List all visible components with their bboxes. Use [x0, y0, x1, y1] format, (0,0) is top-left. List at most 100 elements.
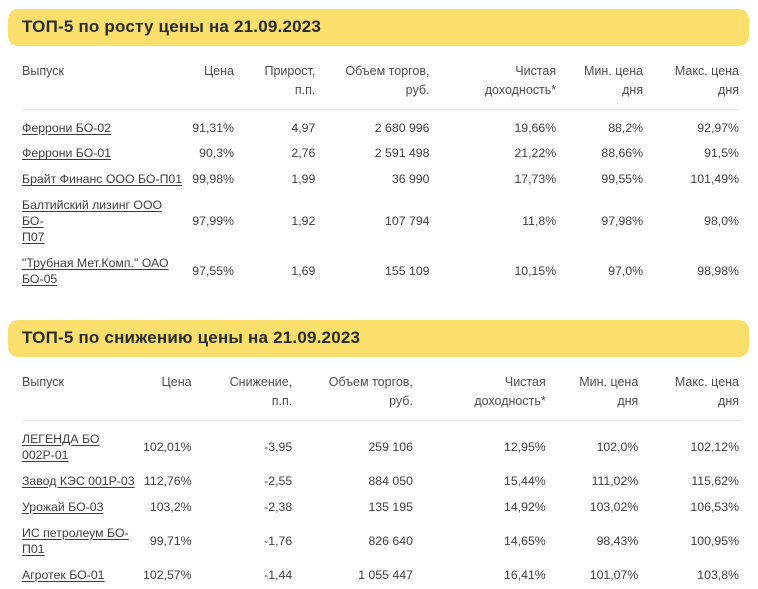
max-price-cell: 100,95% [690, 533, 739, 548]
min-price-cell: 98,43% [596, 533, 639, 548]
growth-section-title: ТОП-5 по росту цены на 21.09.2023 [22, 17, 322, 36]
bonds-report-page: ТОП-5 по росту цены на 21.09.2023 Выпуск… [0, 9, 758, 589]
max-price-cell: 98,98% [697, 264, 739, 279]
price-cell: 90,3% [199, 146, 234, 161]
issue-link[interactable]: Агротек БО-01 [22, 567, 105, 582]
decline-cell: -1,44 [264, 567, 293, 582]
max-price-cell: 103,8% [697, 567, 739, 582]
max-price-cell: 106,53% [690, 499, 739, 514]
col-header-gain: Прирост, п.п. [234, 48, 316, 110]
col-header-max-price: Макс. цена дня [638, 359, 739, 421]
top-growth-section: ТОП-5 по росту цены на 21.09.2023 Выпуск… [0, 9, 758, 293]
gain-cell: 1,69 [291, 264, 316, 279]
decline-cell: -2,38 [264, 499, 293, 514]
max-price-cell: 102,12% [690, 439, 739, 454]
table-row: Брайт Финанс ООО БО-П01 99,98% 1,99 36 9… [22, 167, 739, 193]
issue-link[interactable]: Феррони БО-01 [22, 146, 112, 161]
price-cell: 97,99% [192, 214, 234, 229]
table-row: Агротек БО-01 102,57% -1,44 1 055 447 16… [22, 563, 739, 589]
col-header-min-price: Мин. цена дня [556, 48, 644, 110]
decline-banner: ТОП-5 по снижению цены на 21.09.2023 [8, 320, 749, 358]
max-price-cell: 92,97% [697, 120, 739, 135]
volume-cell: 107 794 [385, 214, 430, 229]
price-cell: 91,31% [192, 120, 234, 135]
price-cell: 102,01% [143, 439, 192, 454]
issue-link[interactable]: Феррони БО-02 [22, 120, 112, 135]
min-price-cell: 111,02% [591, 473, 639, 488]
issue-link[interactable]: ЛЕГЕНДА БО 002Р-01 [22, 431, 100, 462]
volume-cell: 259 106 [368, 439, 413, 454]
min-price-cell: 103,02% [589, 499, 639, 514]
gain-cell: 4,97 [291, 120, 316, 135]
gain-cell: 2,76 [291, 146, 316, 161]
issue-link[interactable]: ИС петролеум БО- П01 [22, 525, 129, 556]
decline-header-row: Выпуск Цена Снижение, п.п. Объем торгов,… [22, 359, 739, 421]
volume-cell: 36 990 [391, 172, 430, 187]
price-cell: 97,55% [192, 264, 234, 279]
max-price-cell: 115,62% [691, 473, 739, 488]
decline-section-title: ТОП-5 по снижению цены на 21.09.2023 [22, 328, 361, 348]
issue-link[interactable]: "Трубная Мет.Комп." ОАО БО-05 [22, 256, 169, 287]
volume-cell: 1 055 447 [358, 567, 413, 582]
issue-link[interactable]: Завод КЭС 001Р-03 [22, 473, 135, 488]
growth-banner: ТОП-5 по росту цены на 21.09.2023 [8, 9, 749, 46]
table-row: Феррони БО-02 91,31% 4,97 2 680 996 19,6… [22, 109, 739, 141]
col-header-volume: Объем торгов, руб. [315, 48, 430, 110]
issue-link[interactable]: Балтийский лизинг ООО БО- П07 [22, 198, 163, 245]
price-cell: 102,57% [143, 567, 192, 582]
yield-cell: 17,73% [514, 172, 557, 187]
yield-cell: 15,44% [504, 473, 546, 488]
decline-table: Выпуск Цена Снижение, п.п. Объем торгов,… [22, 359, 739, 588]
min-price-cell: 101,07% [589, 567, 639, 582]
col-header-price: Цена [134, 359, 192, 421]
volume-cell: 826 640 [368, 533, 413, 548]
growth-table: Выпуск Цена Прирост, п.п. Объем торгов, … [22, 48, 739, 293]
min-price-cell: 102,0% [596, 439, 639, 454]
yield-cell: 16,41% [504, 567, 546, 582]
col-header-volume: Объем торгов, руб. [292, 359, 413, 421]
col-header-yield: Чистая доходность* [412, 359, 546, 421]
max-price-cell: 98,0% [704, 214, 739, 229]
gain-cell: 1,92 [291, 214, 316, 229]
min-price-cell: 99,55% [601, 172, 644, 187]
price-cell: 112,76% [143, 473, 192, 488]
table-row: ЛЕГЕНДА БО 002Р-01 102,01% -3,95 259 106… [22, 420, 739, 468]
col-header-price: Цена [184, 48, 234, 110]
volume-cell: 2 680 996 [374, 120, 430, 135]
table-row: ИС петролеум БО- П01 99,71% -1,76 826 64… [22, 521, 739, 563]
table-row: "Трубная Мет.Комп." ОАО БО-05 97,55% 1,6… [22, 251, 739, 293]
col-header-decline: Снижение, п.п. [191, 359, 293, 421]
volume-cell: 2 591 498 [374, 146, 430, 161]
min-price-cell: 97,0% [608, 264, 644, 279]
growth-header-row: Выпуск Цена Прирост, п.п. Объем торгов, … [22, 48, 739, 110]
table-row: Урожай БО-03 103,2% -2,38 135 195 14,92%… [22, 495, 739, 521]
col-header-max-price: Макс. цена дня [643, 48, 739, 110]
yield-cell: 19,66% [514, 120, 557, 135]
max-price-cell: 91,5% [704, 146, 739, 161]
table-row: Балтийский лизинг ООО БО- П07 97,99% 1,9… [22, 193, 739, 251]
col-header-issue: Выпуск [22, 48, 185, 110]
issue-link[interactable]: Урожай БО-03 [22, 499, 104, 514]
volume-cell: 884 050 [368, 473, 413, 488]
yield-cell: 14,65% [504, 533, 546, 548]
col-header-min-price: Мин. цена дня [545, 359, 639, 421]
price-cell: 99,71% [149, 533, 192, 548]
volume-cell: 135 195 [368, 499, 413, 514]
min-price-cell: 88,66% [601, 146, 644, 161]
min-price-cell: 97,98% [601, 214, 644, 229]
yield-cell: 12,95% [504, 439, 546, 454]
volume-cell: 155 109 [385, 264, 430, 279]
min-price-cell: 88,2% [608, 120, 644, 135]
table-row: Феррони БО-01 90,3% 2,76 2 591 498 21,22… [22, 141, 739, 167]
table-row: Завод КЭС 001Р-03 112,76% -2,55 884 050 … [22, 469, 739, 495]
yield-cell: 11,8% [522, 214, 557, 229]
yield-cell: 10,15% [514, 264, 557, 279]
yield-cell: 14,92% [504, 499, 546, 514]
col-header-yield: Чистая доходность* [429, 48, 557, 110]
price-cell: 99,98% [192, 172, 234, 187]
issue-link[interactable]: Брайт Финанс ООО БО-П01 [22, 172, 183, 187]
gain-cell: 1,99 [291, 172, 316, 187]
decline-cell: -2,55 [264, 473, 293, 488]
max-price-cell: 101,49% [690, 172, 739, 187]
decline-cell: -1,76 [264, 533, 293, 548]
